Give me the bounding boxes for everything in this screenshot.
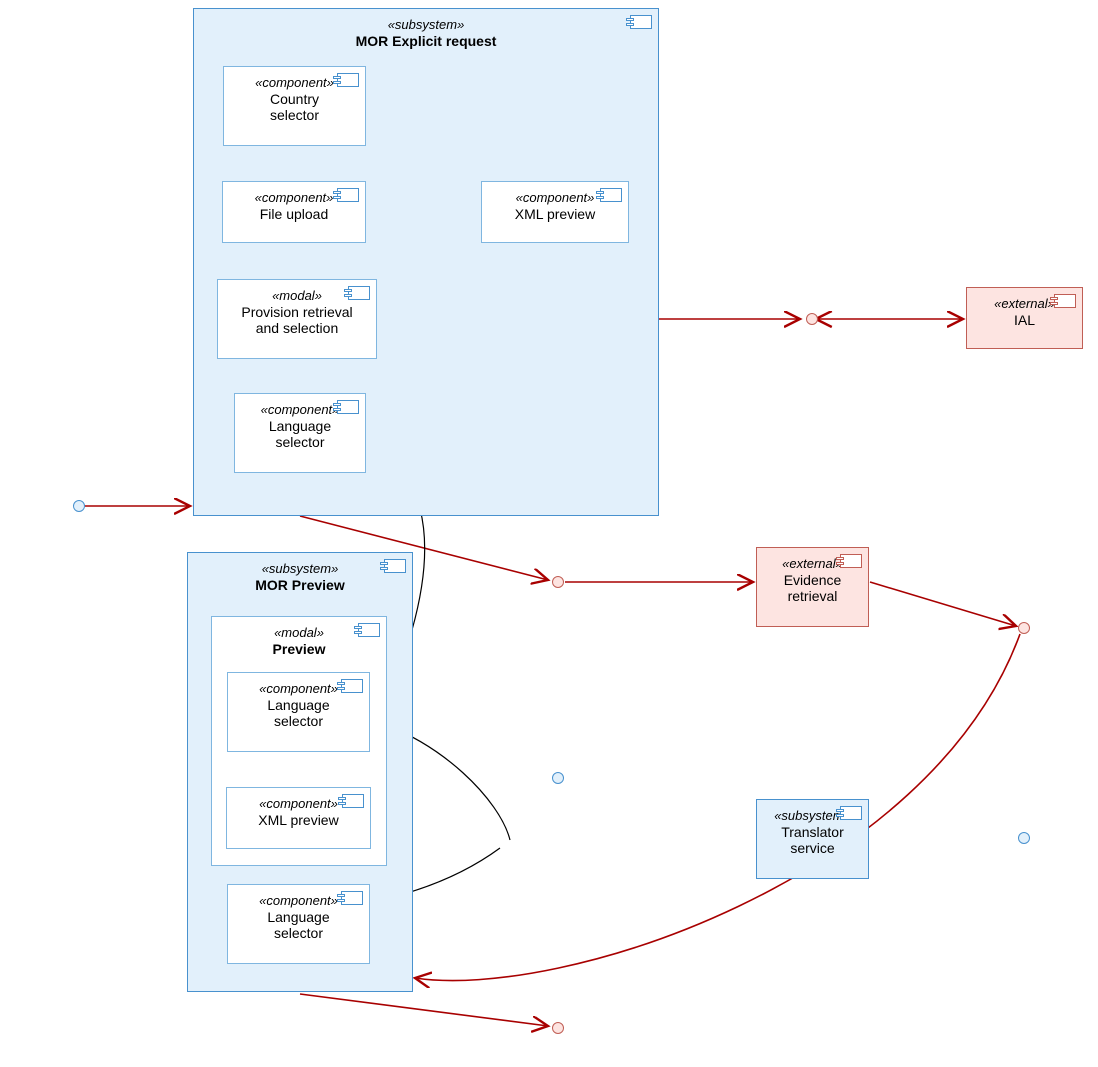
name: XML preview <box>482 206 628 223</box>
name: XML preview <box>227 812 370 829</box>
component-icon <box>840 554 862 568</box>
subsystem-icon <box>384 559 406 573</box>
name: IAL <box>967 312 1082 329</box>
component-file-upload: «component» File upload <box>222 181 366 243</box>
subsystem-icon <box>630 15 652 29</box>
component-language-selector-3: «component» Languageselector <box>227 884 370 964</box>
edge-e_ev_port <box>870 582 1016 626</box>
port-ial-interface <box>806 313 818 325</box>
port-translator-right <box>1018 832 1030 844</box>
name: Countryselector <box>224 91 365 125</box>
component-icon <box>337 188 359 202</box>
component-xml-preview-1: «component» XML preview <box>481 181 629 243</box>
title: MOR Explicit request <box>194 33 658 50</box>
stereo: «subsystem» <box>188 561 412 577</box>
name: Evidenceretrieval <box>757 572 868 606</box>
external-evidence-retrieval: «external» Evidenceretrieval <box>756 547 869 627</box>
edge-e_port_back <box>415 634 1020 981</box>
port-bottom <box>552 1022 564 1034</box>
component-language-selector-2: «component» Languageselector <box>227 672 370 752</box>
component-icon <box>341 679 363 693</box>
port-evidence-right <box>1018 622 1030 634</box>
component-icon <box>1054 294 1076 308</box>
edge-e_sub2_btm <box>300 994 548 1026</box>
component-icon <box>358 623 380 637</box>
component-country-selector: «component» Countryselector <box>223 66 366 146</box>
name: Translatorservice <box>757 824 868 858</box>
component-icon <box>337 400 359 414</box>
name: File upload <box>223 206 365 223</box>
port-entry <box>73 500 85 512</box>
modal-provision-retrieval: «modal» Provision retrievaland selection <box>217 279 377 359</box>
component-language-selector-1: «component» Languageselector <box>234 393 366 473</box>
component-icon <box>342 794 364 808</box>
component-icon <box>337 73 359 87</box>
component-icon <box>600 188 622 202</box>
subsystem-label: «subsystem» MOR Explicit request <box>194 9 658 49</box>
name: Languageselector <box>228 697 369 731</box>
external-ial: «external» IAL <box>966 287 1083 349</box>
title: MOR Preview <box>188 577 412 594</box>
title: Preview <box>212 641 386 658</box>
subsystem-translator-service: «subsystem» Translatorservice <box>756 799 869 879</box>
port-middle <box>552 576 564 588</box>
name: Languageselector <box>228 909 369 943</box>
subsystem-icon <box>840 806 862 820</box>
component-icon <box>341 891 363 905</box>
component-icon <box>348 286 370 300</box>
name: Languageselector <box>235 418 365 452</box>
name: Provision retrievaland selection <box>218 304 376 338</box>
stereo: «subsystem» <box>194 17 658 33</box>
port-loose-blue <box>552 772 564 784</box>
component-xml-preview-2: «component» XML preview <box>226 787 371 849</box>
